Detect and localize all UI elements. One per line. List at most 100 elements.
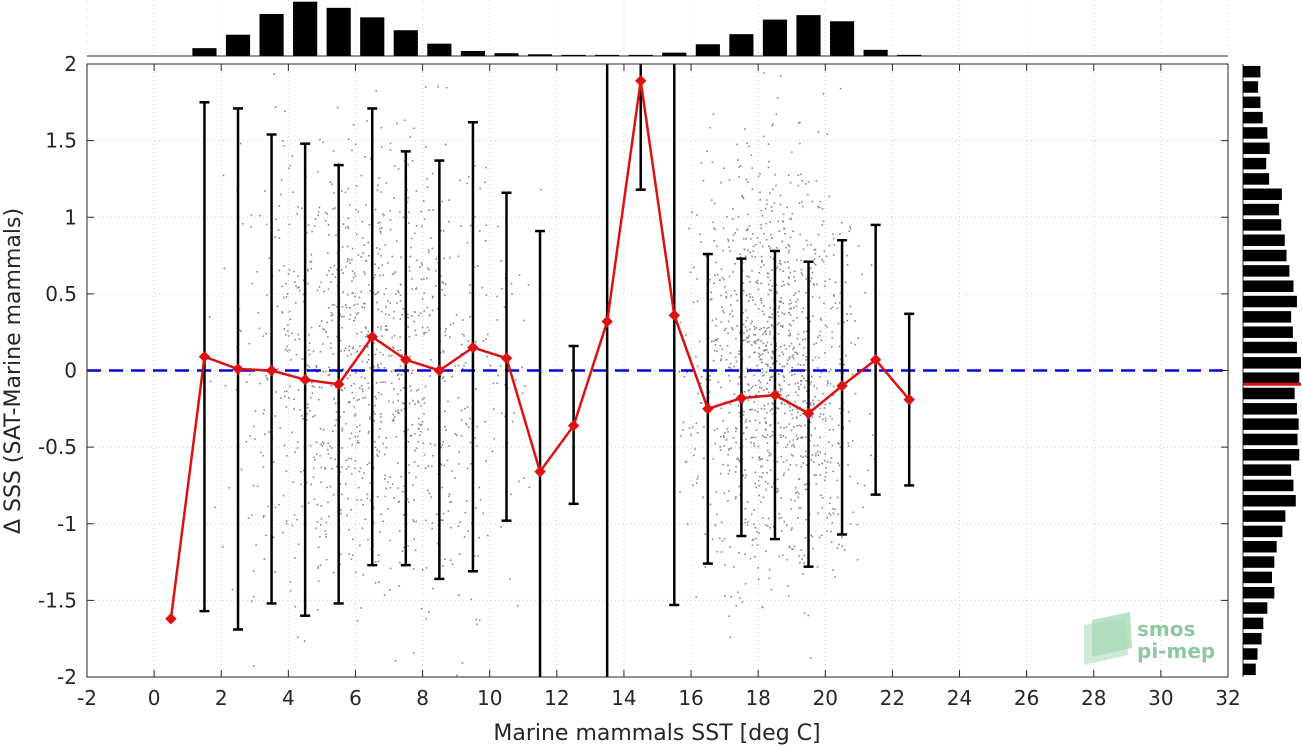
- scatter-point: [798, 388, 800, 390]
- scatter-point: [318, 206, 321, 209]
- scatter-point: [744, 421, 747, 423]
- scatter-point: [765, 436, 767, 439]
- scatter-point: [346, 377, 349, 380]
- scatter-point: [728, 179, 731, 181]
- scatter-point: [820, 494, 822, 497]
- right-hist-bar-34: [1243, 586, 1275, 599]
- scatter-point: [485, 166, 487, 169]
- scatter-point: [376, 453, 378, 456]
- scatter-point: [375, 247, 378, 249]
- scatter-point: [374, 446, 377, 449]
- scatter-point: [391, 273, 394, 276]
- scatter-point: [828, 244, 831, 247]
- scatter-point: [289, 581, 292, 583]
- scatter-point: [369, 367, 371, 369]
- scatter-point: [769, 316, 771, 318]
- scatter-point: [293, 408, 295, 410]
- scatter-point: [348, 457, 350, 460]
- scatter-point: [364, 377, 366, 379]
- scatter-point: [811, 535, 814, 538]
- scatter-point: [798, 478, 800, 480]
- scatter-point: [820, 534, 823, 537]
- scatter-point: [696, 300, 699, 303]
- scatter-point: [850, 342, 852, 344]
- scatter-point: [738, 485, 740, 488]
- scatter-point: [320, 505, 323, 507]
- scatter-point: [441, 486, 443, 489]
- scatter-point: [854, 320, 856, 322]
- scatter-point: [307, 224, 310, 226]
- scatter-point: [794, 499, 796, 502]
- scatter-point: [288, 349, 291, 352]
- scatter-point: [762, 233, 765, 235]
- scatter-point: [378, 436, 380, 438]
- scatter-point: [420, 608, 423, 610]
- right-hist-bar-26: [1243, 464, 1292, 476]
- scatter-point: [760, 407, 763, 410]
- scatter-point: [755, 281, 757, 283]
- scatter-point: [810, 267, 812, 269]
- scatter-point: [378, 177, 381, 179]
- scatter-point: [736, 299, 739, 302]
- scatter-point: [742, 323, 745, 326]
- scatter-point: [307, 502, 310, 504]
- scatter-point: [328, 269, 330, 272]
- scatter-point: [399, 336, 401, 338]
- scatter-point: [444, 410, 446, 412]
- scatter-point: [369, 499, 372, 502]
- scatter-point: [798, 202, 801, 204]
- scatter-point: [838, 345, 841, 348]
- scatter-point: [741, 195, 743, 197]
- scatter-point: [802, 364, 805, 366]
- y-tick-label-0: 2: [64, 52, 77, 76]
- scatter-point: [510, 493, 512, 496]
- scatter-point: [375, 90, 377, 92]
- scatter-point: [770, 233, 772, 236]
- scatter-point: [415, 190, 418, 192]
- scatter-point: [761, 606, 764, 609]
- scatter-point: [429, 443, 432, 445]
- scatter-point: [758, 422, 761, 424]
- scatter-point: [296, 447, 299, 449]
- scatter-point: [312, 476, 315, 478]
- scatter-point: [284, 348, 287, 351]
- scatter-point: [288, 223, 291, 226]
- scatter-point: [770, 289, 773, 292]
- scatter-point: [368, 403, 370, 406]
- scatter-point: [735, 428, 738, 430]
- scatter-point: [332, 493, 335, 496]
- scatter-point: [846, 254, 848, 257]
- scatter-point: [418, 401, 420, 404]
- scatter-point: [424, 146, 427, 148]
- scatter-point: [748, 276, 750, 278]
- scatter-point: [353, 405, 355, 408]
- scatter-point: [765, 199, 768, 201]
- scatter-point: [813, 403, 815, 406]
- scatter-point: [834, 281, 837, 284]
- scatter-point: [733, 393, 736, 395]
- scatter-point: [682, 421, 685, 424]
- scatter-point: [780, 300, 782, 303]
- right-hist-bar-35: [1243, 602, 1268, 614]
- scatter-point: [796, 351, 798, 354]
- scatter-point: [327, 442, 329, 444]
- scatter-point: [309, 444, 312, 447]
- top-hist-bar-15: [695, 44, 720, 56]
- scatter-point: [834, 508, 836, 510]
- scatter-point: [745, 178, 748, 181]
- scatter-point: [504, 415, 506, 418]
- scatter-point: [312, 350, 315, 353]
- mean-marker-16: [702, 403, 714, 415]
- scatter-point: [278, 504, 280, 506]
- scatter-point: [348, 349, 350, 352]
- scatter-point: [301, 505, 304, 508]
- scatter-point: [358, 398, 360, 401]
- scatter-point: [280, 397, 282, 399]
- scatter-point: [339, 416, 341, 418]
- scatter-point: [341, 447, 343, 449]
- scatter-point: [285, 520, 288, 522]
- scatter-point: [289, 164, 291, 167]
- scatter-point: [792, 439, 795, 441]
- scatter-point: [393, 334, 396, 337]
